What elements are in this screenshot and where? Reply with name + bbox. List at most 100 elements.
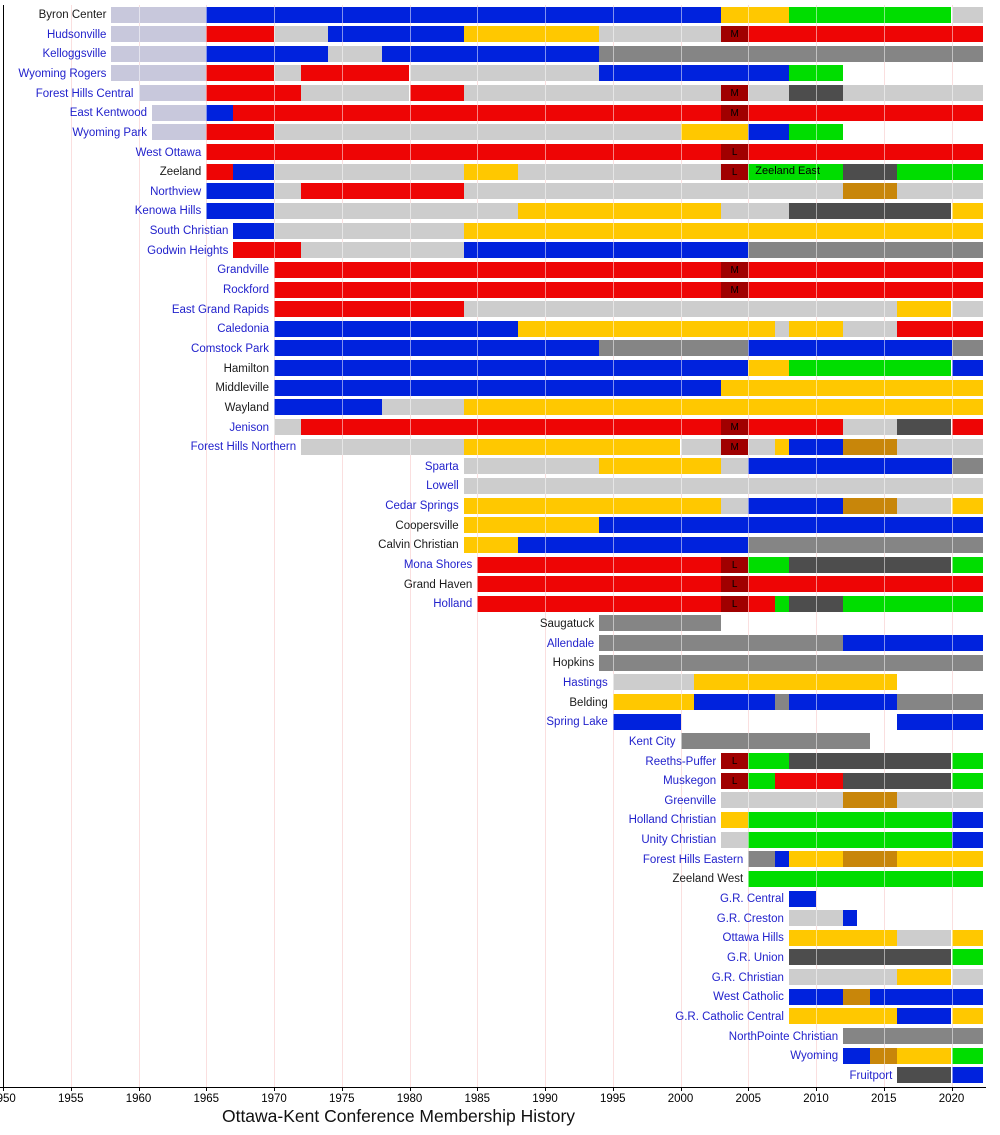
bar-segment [721, 144, 749, 160]
row-label-spring-lake[interactable]: Spring Lake [546, 716, 608, 729]
bar-segment [517, 536, 749, 553]
bar-segment [748, 124, 789, 141]
bar-segment [517, 202, 722, 219]
bar-segment [463, 85, 722, 102]
bar-segment [206, 202, 274, 219]
bar-segment [897, 713, 983, 730]
row-label-g-r-union[interactable]: G.R. Union [727, 951, 784, 964]
row-label-grandville[interactable]: Grandville [217, 264, 269, 277]
row-label-forest-hills-northern[interactable]: Forest Hills Northern [190, 441, 297, 454]
axis-tick-label-2010: 2010 [803, 1092, 829, 1105]
row-label-g-r-creston[interactable]: G.R. Creston [716, 912, 784, 925]
row-label-mona-shores[interactable]: Mona Shores [403, 559, 473, 572]
row-label-kent-city[interactable]: Kent City [628, 735, 676, 748]
bar-segment [721, 163, 749, 180]
row-label-cedar-springs[interactable]: Cedar Springs [385, 500, 459, 513]
bar-segment [843, 792, 898, 809]
bar-segment [382, 399, 464, 416]
bar-segment [843, 910, 857, 927]
row-label-kenowa-hills[interactable]: Kenowa Hills [134, 205, 202, 218]
bar-segment [111, 45, 207, 62]
bar-segment [748, 536, 983, 553]
bar-segment [748, 497, 844, 514]
division-letter: L [731, 579, 738, 591]
row-label-allendale[interactable]: Allendale [546, 637, 595, 650]
gridline-overlay-1985 [477, 5, 479, 1087]
row-label-lowell[interactable]: Lowell [426, 480, 459, 493]
bar-segment [301, 438, 464, 455]
row-label-kelloggsville[interactable]: Kelloggsville [42, 48, 107, 61]
division-letter: M [730, 441, 739, 453]
bar-segment [748, 556, 789, 573]
division-letter: L [731, 559, 738, 571]
bar-segment [694, 694, 776, 711]
row-label-g-r-central[interactable]: G.R. Central [719, 893, 784, 906]
y-axis-line [3, 5, 4, 1087]
bar-segment [301, 242, 464, 259]
row-label-west-ottawa[interactable]: West Ottawa [135, 146, 202, 159]
row-label-wyoming-park[interactable]: Wyoming Park [72, 126, 148, 139]
bar-segment [897, 419, 952, 436]
row-label-g-r-christian[interactable]: G.R. Christian [711, 971, 784, 984]
bar-segment [233, 242, 302, 259]
row-label-sparta[interactable]: Sparta [424, 460, 459, 473]
row-label-g-r-catholic-central[interactable]: G.R. Catholic Central [675, 1010, 784, 1023]
bar-segment [206, 183, 274, 200]
bar-segment [206, 6, 722, 23]
bar-segment [111, 6, 207, 23]
row-label-jenison[interactable]: Jenison [229, 421, 269, 434]
row-label-wyoming-rogers[interactable]: Wyoming Rogers [18, 67, 107, 80]
row-label-east-kentwood[interactable]: East Kentwood [69, 107, 148, 120]
bar-segment [463, 222, 983, 239]
row-label-wyoming[interactable]: Wyoming [790, 1050, 839, 1063]
bar-segment [788, 320, 844, 337]
bar-segment [748, 870, 983, 887]
axis-tick-2015 [883, 1086, 885, 1091]
division-letter: L [731, 775, 738, 787]
bar-segment [951, 360, 983, 377]
bar-segment [274, 222, 464, 239]
row-label-south-christian[interactable]: South Christian [149, 225, 229, 238]
axis-tick-1950 [3, 1086, 4, 1091]
row-label-fruitport[interactable]: Fruitport [849, 1069, 893, 1082]
row-label-muskegon[interactable]: Muskegon [663, 775, 717, 788]
bar-segment [721, 831, 749, 848]
row-label-ottawa-hills[interactable]: Ottawa Hills [722, 932, 784, 945]
row-label-unity-christian[interactable]: Unity Christian [641, 834, 717, 847]
axis-tick-label-1955: 1955 [57, 1092, 84, 1105]
bar-segment [748, 85, 789, 102]
row-label-comstock-park[interactable]: Comstock Park [191, 342, 269, 355]
division-letter: M [730, 284, 739, 296]
bar-segment [721, 595, 749, 612]
row-label-greenville[interactable]: Greenville [664, 794, 717, 807]
row-label-rockford[interactable]: Rockford [222, 284, 269, 297]
bar-segment [274, 202, 518, 219]
row-label-forest-hills-eastern[interactable]: Forest Hills Eastern [642, 853, 744, 866]
axis-tick-1970 [274, 1086, 275, 1091]
row-label-godwin-heights[interactable]: Godwin Heights [147, 244, 229, 257]
bar-segment [951, 753, 983, 769]
row-label-reeths-puffer[interactable]: Reeths-Puffer [645, 755, 717, 768]
row-label-northview[interactable]: Northview [150, 185, 202, 198]
bar-segment [463, 517, 600, 534]
bar-segment [206, 65, 274, 82]
row-label-northpointe-christian[interactable]: NorthPointe Christian [728, 1030, 839, 1043]
bar-segment [599, 517, 983, 534]
row-label-forest-hills-central[interactable]: Forest Hills Central [35, 87, 134, 100]
bar-segment [721, 104, 749, 121]
bar-segment [463, 536, 518, 553]
row-label-hudsonville[interactable]: Hudsonville [46, 28, 107, 41]
bar-segment [897, 163, 983, 180]
gridline-overlay-2010 [816, 5, 817, 1087]
row-label-holland-christian[interactable]: Holland Christian [628, 814, 717, 827]
row-label-hastings[interactable]: Hastings [563, 676, 608, 689]
bar-segment [274, 419, 302, 436]
bar-segment [775, 851, 789, 868]
row-label-caledonia[interactable]: Caledonia [217, 323, 269, 336]
row-label-west-catholic[interactable]: West Catholic [713, 991, 784, 1004]
row-label-holland[interactable]: Holland [433, 598, 473, 611]
row-label-east-grand-rapids[interactable]: East Grand Rapids [171, 303, 269, 316]
bar-segment [694, 674, 898, 691]
bar-segment [748, 340, 952, 357]
bar-segment [843, 163, 898, 180]
